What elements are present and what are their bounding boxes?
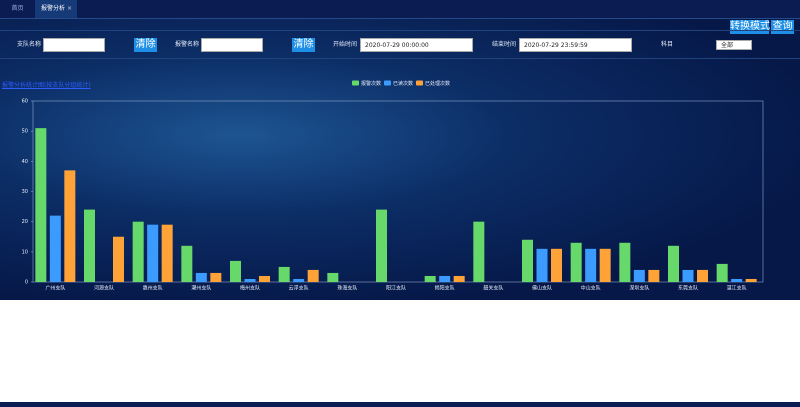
tab[interactable]: 首页 — [11, 5, 24, 12]
bar — [64, 170, 76, 282]
alarm-input[interactable] — [201, 38, 263, 52]
legend-swatch — [416, 80, 423, 86]
y-tick-label: 30 — [22, 189, 28, 195]
x-tick-label: 河源支队 — [94, 285, 114, 292]
x-tick-label: 韶关支队 — [483, 285, 503, 292]
bar — [570, 242, 582, 282]
bar — [731, 278, 743, 282]
x-tick-label: 佛山支队 — [532, 285, 552, 292]
tab-label: 报警分析 — [41, 5, 66, 12]
bar — [551, 248, 562, 282]
bar — [585, 248, 597, 282]
bar — [682, 269, 694, 282]
x-tick-label: 深圳支队 — [629, 285, 649, 292]
x-tick-label: 珠海支队 — [337, 285, 357, 292]
clear-button[interactable]: 清除 — [134, 38, 157, 52]
x-tick-label: 湛江支队 — [727, 285, 747, 292]
end-input[interactable]: 2020-07-29 23:59:59 — [519, 38, 632, 52]
bar — [278, 266, 290, 282]
separator — [0, 30, 800, 31]
x-tick-label: 惠州支队 — [143, 285, 163, 292]
y-tick-label: 10 — [22, 249, 28, 255]
x-tick-label: 云浮支队 — [289, 285, 309, 292]
bar — [195, 272, 207, 282]
x-tick-label: 广州支队 — [45, 285, 65, 292]
bar — [668, 245, 679, 282]
y-tick-label: 20 — [22, 219, 28, 225]
bar — [619, 242, 631, 282]
bar — [536, 248, 548, 282]
tab-close[interactable]: × — [67, 5, 73, 12]
bar — [716, 263, 728, 282]
y-tick-label: 40 — [22, 159, 28, 165]
bar — [453, 275, 465, 282]
bar — [424, 275, 436, 282]
unit-input[interactable] — [43, 38, 105, 52]
legend-swatch — [352, 80, 359, 86]
bar — [147, 224, 159, 282]
bar — [697, 269, 708, 282]
tab-bar — [0, 0, 800, 19]
bar — [522, 239, 533, 282]
bar — [132, 221, 144, 282]
start-input[interactable]: 2020-07-29 00:00:00 — [360, 38, 473, 52]
bottom-bar — [0, 402, 800, 407]
legend-label: 已处理次数 — [425, 80, 450, 87]
bar — [745, 278, 757, 282]
bar — [259, 275, 270, 282]
separator — [0, 58, 800, 59]
x-tick-label: 阳江支队 — [386, 285, 406, 292]
bar — [113, 236, 124, 282]
active-tab[interactable]: 报警分析 × — [35, 0, 77, 18]
clear-button[interactable]: 清除 — [292, 38, 315, 52]
bar — [633, 269, 645, 282]
bar — [648, 269, 660, 282]
bar — [161, 224, 173, 282]
bar — [84, 209, 95, 282]
bar — [210, 272, 222, 282]
x-tick-label: 揭阳支队 — [435, 285, 455, 292]
legend-label: 报警次数 — [361, 80, 381, 87]
bar — [49, 215, 61, 282]
y-tick-label: 50 — [22, 129, 28, 135]
bar — [230, 260, 241, 282]
x-tick-label: 中山支队 — [581, 285, 601, 292]
legend-swatch — [384, 80, 391, 86]
x-tick-label: 潮州支队 — [191, 285, 211, 292]
subject-label: 科目 — [661, 41, 674, 48]
bar — [439, 275, 451, 282]
unit-label: 支队名称 — [17, 41, 42, 48]
bar — [307, 269, 319, 282]
y-tick-label: 0 — [25, 280, 28, 286]
bar — [244, 278, 256, 282]
bar — [35, 128, 47, 282]
bar — [599, 248, 611, 282]
bar — [376, 209, 387, 282]
bar — [293, 278, 305, 282]
x-tick-label: 梅州支队 — [240, 285, 260, 292]
end-label: 结束时间 — [492, 41, 517, 48]
bar — [327, 272, 339, 282]
subject-select[interactable]: 全部 — [716, 40, 752, 50]
x-tick-label: 东莞支队 — [678, 285, 698, 292]
chart-link[interactable]: 报警分析统计图(按支队分组统计) — [2, 82, 91, 89]
y-tick-label: 60 — [22, 99, 28, 105]
bar — [473, 221, 485, 282]
start-label: 开始时间 — [333, 41, 358, 48]
bar — [181, 245, 193, 282]
alarm-label: 报警名称 — [175, 41, 200, 48]
legend-label: 已读次数 — [393, 80, 413, 87]
